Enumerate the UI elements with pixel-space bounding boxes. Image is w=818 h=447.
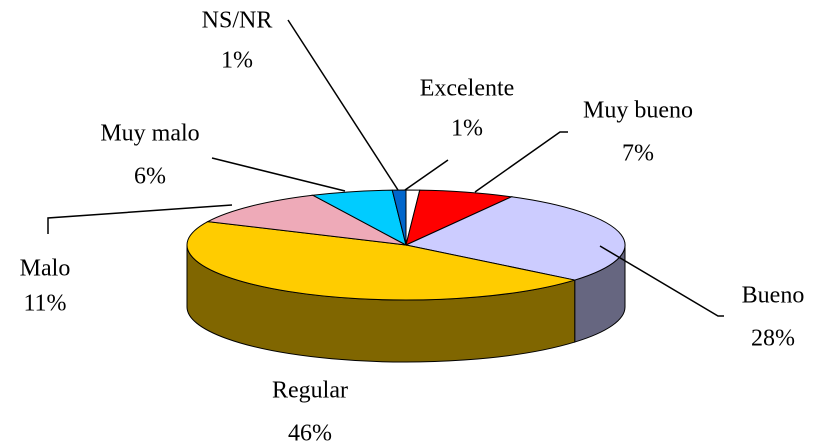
leader-line [47, 204, 233, 234]
leader-line [404, 159, 449, 191]
value-label: 1% [451, 116, 483, 142]
pie-slice [186, 221, 575, 301]
value-label: 6% [134, 164, 166, 190]
category-label: Excelente [420, 76, 515, 102]
value-label: 7% [622, 141, 654, 167]
category-label: Muy malo [100, 121, 199, 147]
category-label: Malo [20, 256, 71, 282]
category-label: Bueno [742, 283, 805, 309]
leader-line [287, 19, 399, 191]
value-label: 46% [288, 421, 332, 447]
value-label: 28% [751, 326, 795, 352]
leader-line [474, 131, 568, 193]
pie-slice [404, 196, 626, 281]
value-label: 1% [221, 48, 253, 74]
value-label: 11% [23, 291, 66, 317]
pie-slice [206, 194, 407, 246]
category-label: NS/NR [202, 8, 273, 34]
category-label: Regular [272, 378, 348, 404]
leader-line [211, 157, 346, 192]
leader-line [599, 245, 724, 317]
category-label: Muy bueno [583, 98, 693, 124]
